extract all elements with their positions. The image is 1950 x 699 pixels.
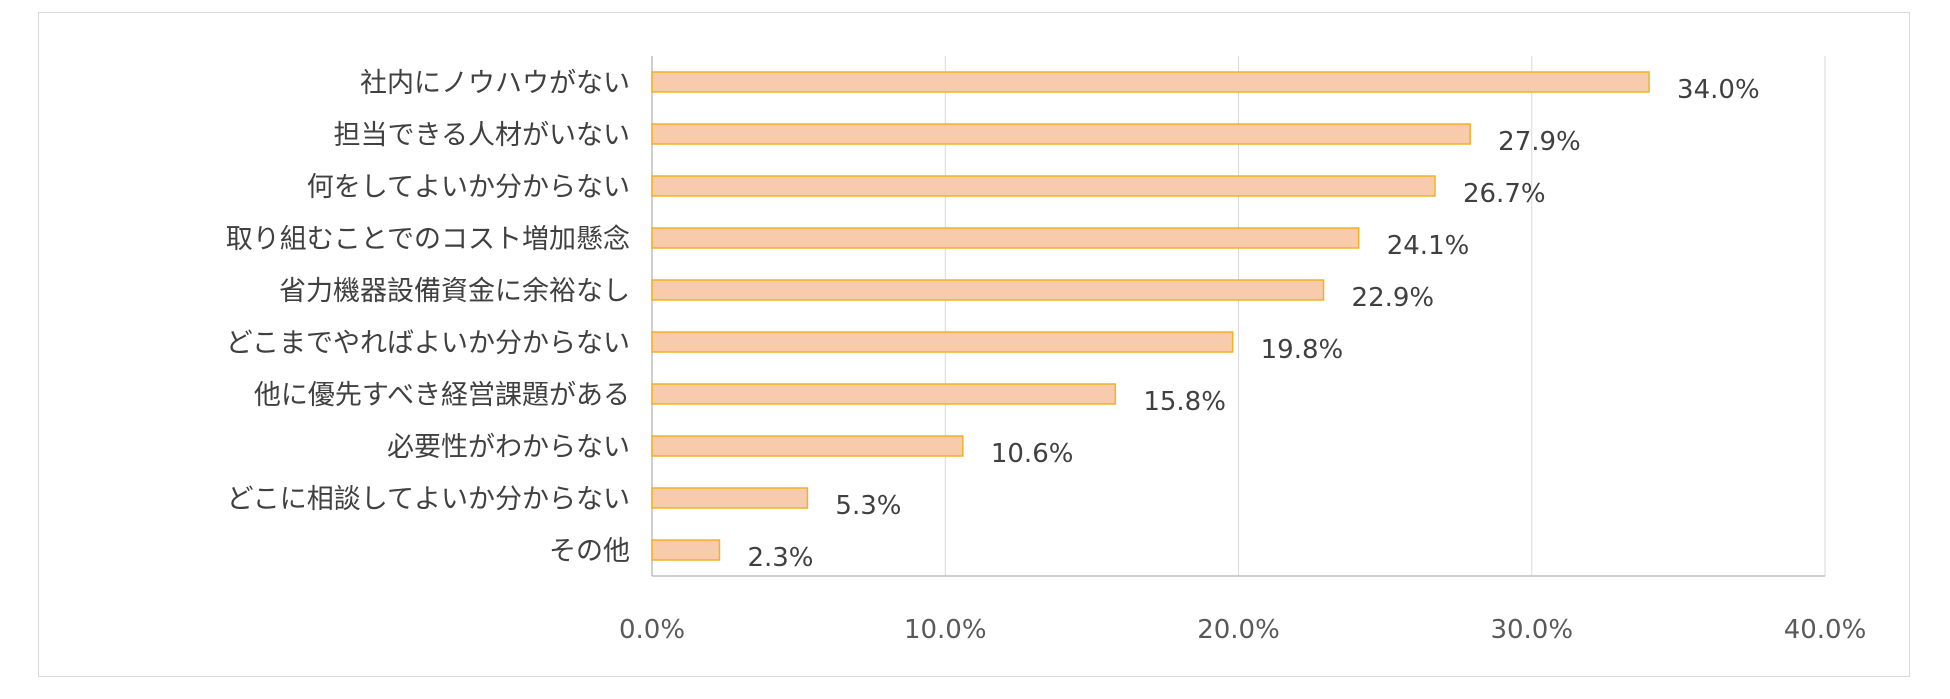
data-label: 26.7% xyxy=(1463,179,1546,209)
category-label: 取り組むことでのコスト増加懸念 xyxy=(226,224,630,255)
category-label: どこに相談してよいか分からない xyxy=(227,484,630,515)
bar xyxy=(651,71,1650,93)
data-label: 24.1% xyxy=(1387,231,1470,261)
x-tick-label: 20.0% xyxy=(1197,615,1280,645)
x-tick-label: 10.0% xyxy=(904,615,987,645)
category-label: 社内にノウハウがない xyxy=(360,68,630,99)
category-label: 必要性がわからない xyxy=(387,432,630,463)
bar xyxy=(651,487,809,509)
bar xyxy=(651,539,721,561)
data-label: 22.9% xyxy=(1352,283,1435,313)
bar xyxy=(651,175,1436,197)
data-label: 10.6% xyxy=(991,439,1074,469)
data-label: 15.8% xyxy=(1143,387,1226,417)
bar xyxy=(651,227,1360,249)
category-label: 何をしてよいか分からない xyxy=(307,172,630,203)
x-tick-label: 30.0% xyxy=(1490,615,1573,645)
bar xyxy=(651,279,1325,301)
x-tick-labels: 0.0% 10.0% 20.0% 30.0% 40.0% xyxy=(619,615,1866,645)
bar xyxy=(651,435,964,457)
x-tick-label: 0.0% xyxy=(619,615,685,645)
x-tick-label: 40.0% xyxy=(1784,615,1867,645)
value-labels: 34.0% 27.9% 26.7% 24.1% 22.9% 19.8% 15.8% 10.6%… xyxy=(747,75,1759,573)
category-label: 担当できる人材がいない xyxy=(334,120,630,151)
category-label: 省力機器設備資金に余裕なし xyxy=(279,276,630,307)
data-label: 34.0% xyxy=(1677,75,1760,105)
bar xyxy=(651,331,1234,353)
category-label: その他 xyxy=(549,536,630,567)
data-label: 19.8% xyxy=(1261,335,1344,365)
bars xyxy=(651,71,1650,561)
data-label: 5.3% xyxy=(835,491,901,521)
bar xyxy=(651,123,1471,145)
bar xyxy=(651,383,1117,405)
data-label: 2.3% xyxy=(747,543,813,573)
data-label: 27.9% xyxy=(1498,127,1581,157)
category-labels: 社内にノウハウがない担当できる人材がいない何をしてよいか分からない取り組むことで… xyxy=(226,68,630,567)
category-label: どこまでやればよいか分からない xyxy=(226,328,630,359)
category-label: 他に優先すべき経営課題がある xyxy=(254,380,630,411)
